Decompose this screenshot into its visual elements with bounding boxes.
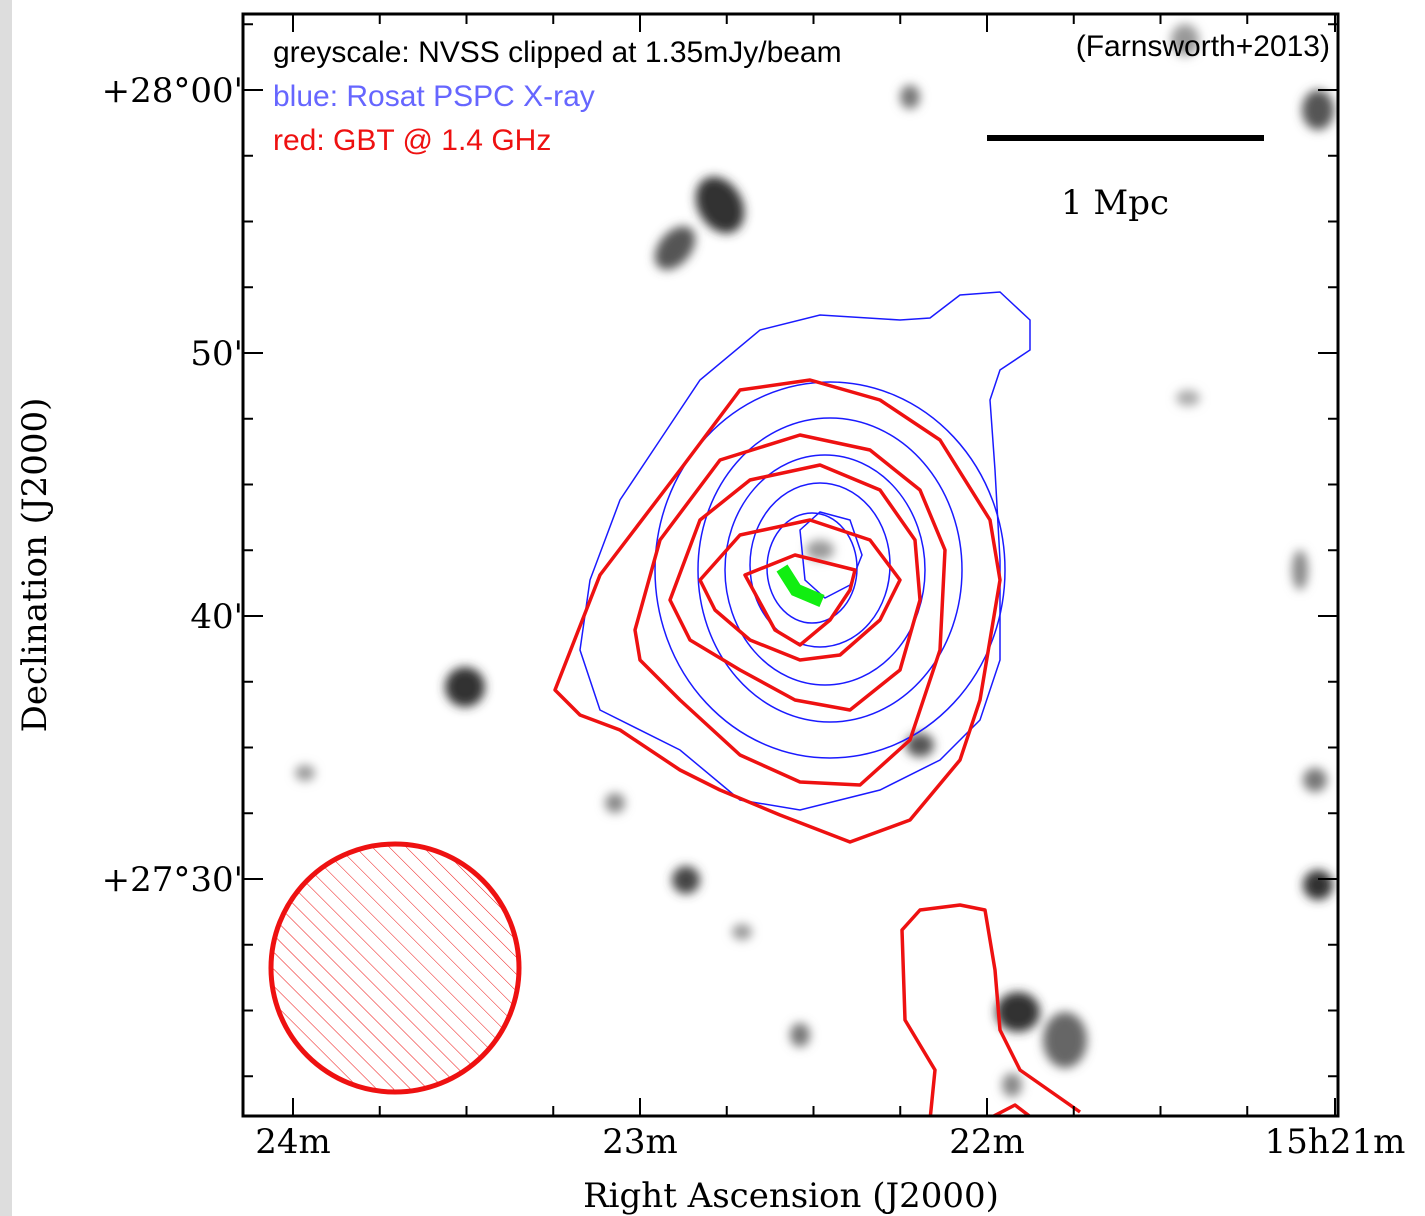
relic-arc (782, 568, 822, 601)
x-tick-label: 23m (602, 1122, 678, 1162)
citation: (Farnsworth+2013) (1076, 30, 1330, 63)
y-tick-label: +27°30' (102, 860, 243, 900)
xray-contour (580, 292, 1030, 810)
radio-contour (635, 435, 945, 785)
legend-entry: red: GBT @ 1.4 GHz (273, 124, 551, 157)
y-axis-label: Declination (J2000) (15, 398, 55, 733)
y-tick-label: 50' (190, 334, 243, 374)
xray-contour (698, 418, 962, 722)
x-tick-label: 22m (949, 1122, 1025, 1162)
legend-entry: blue: Rosat PSPC X-ray (273, 80, 595, 113)
y-tick-label: 40' (190, 597, 243, 637)
radio-contour (902, 905, 1080, 1120)
sky-image (271, 24, 1334, 1120)
x-axis-label: Right Ascension (J2000) (583, 1176, 999, 1216)
figure: greyscale: NVSS clipped at 1.35mJy/beam … (0, 0, 1425, 1216)
side-strip (0, 0, 12, 1216)
scale-bar-label: 1 Mpc (1061, 183, 1169, 223)
y-tick-label: +28°00' (102, 71, 243, 111)
beam (271, 844, 519, 1092)
legend-entry: greyscale: NVSS clipped at 1.35mJy/beam (273, 36, 842, 69)
x-tick-label: 24m (255, 1122, 331, 1162)
x-tick-label: 15h21m (1265, 1122, 1406, 1162)
radio-contour (745, 555, 855, 645)
